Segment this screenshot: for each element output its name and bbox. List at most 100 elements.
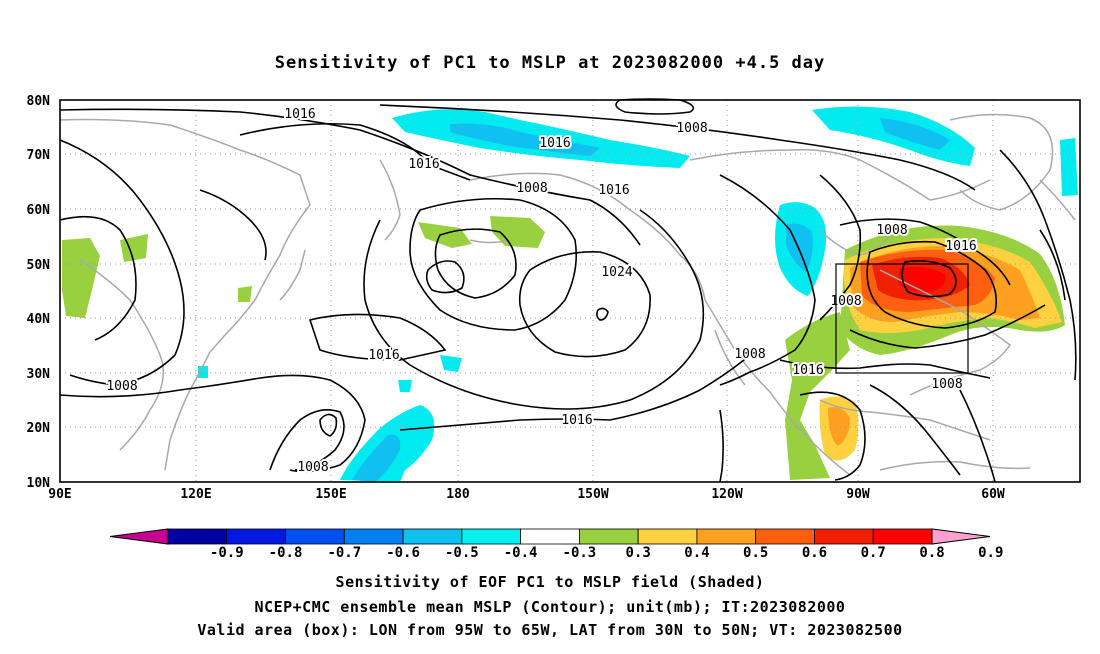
contour-label: 1008 <box>516 181 547 196</box>
shade-green-asia3 <box>238 286 252 302</box>
colorbar-label: 0.3 <box>626 545 651 561</box>
colorbar-label: 0.7 <box>861 545 886 561</box>
shade-green-asia <box>62 238 100 318</box>
contour-ac <box>1039 229 1066 301</box>
lon-tick-label: 150W <box>577 487 608 502</box>
colorbar-swatch <box>461 528 522 545</box>
shade-green-north-pacific <box>418 222 472 248</box>
coast-aleutians <box>469 239 511 244</box>
contour-label: 1008 <box>297 460 328 475</box>
contour-p <box>269 409 345 471</box>
contour-label: 1008 <box>876 223 907 238</box>
colorbar-swatch <box>226 528 286 545</box>
lat-tick-label: 30N <box>27 367 51 382</box>
lat-tick-label: 70N <box>27 148 51 163</box>
colorbar-label: -0.5 <box>445 545 479 561</box>
contour-q <box>319 413 338 437</box>
shade-cyan-small2 <box>440 355 462 372</box>
contour-c <box>379 104 976 191</box>
map-title: Sensitivity of PC1 to MSLP at 2023082000… <box>275 53 826 73</box>
lat-tick-label: 60N <box>27 203 51 218</box>
contour-a <box>59 108 641 246</box>
lat-tick-label: 40N <box>27 312 51 327</box>
contour-v <box>866 240 998 329</box>
contour-label: 1008 <box>106 379 137 394</box>
contour-label: 1016 <box>598 183 629 198</box>
contour-labels: 1016 1008 1016 1016 1008 1016 1024 1016 … <box>104 105 978 477</box>
lon-tick-label: 90E <box>48 487 71 502</box>
coastlines <box>59 113 1076 476</box>
coast-na-east <box>879 269 1012 396</box>
lon-tick-label: 150E <box>315 487 346 502</box>
colorbar-arrow-right <box>931 528 991 545</box>
shade-cyan-small1 <box>398 380 412 392</box>
coast-hudson <box>819 229 891 256</box>
caption-line-3: Valid area (box): LON from 95W to 65W, L… <box>197 621 903 639</box>
contour-n <box>199 189 267 261</box>
contour-u <box>839 218 1011 286</box>
coast-gulf <box>819 399 991 441</box>
contour-label: 1008 <box>931 377 962 392</box>
contour-label: 1016 <box>792 363 823 378</box>
coast-arctic-na <box>689 148 991 201</box>
contour-f <box>434 228 517 299</box>
contour-o <box>59 374 366 473</box>
contour-k <box>308 313 447 361</box>
contour-label: 1008 <box>734 347 765 362</box>
colorbar-label: -0.7 <box>327 545 361 561</box>
shade-blue-north-pacific <box>450 123 600 156</box>
lon-tick-label: 90W <box>846 487 870 502</box>
coast-alaska <box>469 172 706 301</box>
contour-m <box>59 215 137 341</box>
contour-label: 1008 <box>676 121 707 136</box>
colorbar-label: -0.8 <box>269 545 303 561</box>
colorbar-labels: -0.9 -0.8 -0.7 -0.6 -0.5 -0.4 -0.3 0.3 0.4 0.5 0.6… <box>210 545 1004 561</box>
lon-tick-label: 60W <box>981 487 1005 502</box>
coast-baja <box>714 329 746 386</box>
coast-greenland <box>949 113 1054 211</box>
lon-axis: 90E 120E 150E 180 150W 120W 90W 60W <box>48 487 1005 502</box>
coast-japan <box>279 249 306 301</box>
contour-label: 1016 <box>945 239 976 254</box>
contour-ab <box>999 149 1077 381</box>
contour-i <box>518 251 651 358</box>
contour-g <box>425 260 465 294</box>
colorbar-swatch <box>637 528 698 545</box>
contour-z <box>799 391 866 481</box>
shade-orange-gulf <box>828 407 850 446</box>
contour-h <box>363 209 705 410</box>
colorbar-label: 0.9 <box>978 545 1003 561</box>
coast-kamchatka <box>379 159 401 241</box>
lat-axis: 80N 70N 60N 50N 40N 30N 20N 10N <box>27 94 51 491</box>
colorbar-label: -0.9 <box>210 545 244 561</box>
contour-ae <box>719 409 724 483</box>
contour-y <box>779 359 991 379</box>
lat-tick-label: 20N <box>27 421 51 436</box>
colorbar-swatch <box>814 528 874 545</box>
contour-label: 1016 <box>408 157 439 172</box>
map-grid <box>60 100 1080 482</box>
coast-europe <box>1039 179 1076 221</box>
shade-cyan-east <box>1060 138 1078 196</box>
colorbar-swatch <box>578 528 639 545</box>
colorbar-swatch <box>402 528 463 545</box>
colorbar-label: 0.6 <box>802 545 827 561</box>
caption-line-2: NCEP+CMC ensemble mean MSLP (Contour); u… <box>254 598 846 616</box>
colorbar-label: 0.5 <box>743 545 768 561</box>
shade-blue-subtropic <box>352 434 401 482</box>
shade-green-bering <box>490 216 545 248</box>
lon-tick-label: 120E <box>180 487 211 502</box>
contour-ad <box>959 389 996 483</box>
lon-tick-label: 180 <box>446 487 470 502</box>
contour-aa <box>869 384 961 476</box>
contour-s <box>719 174 816 386</box>
lon-tick-label: 120W <box>711 487 742 502</box>
caption-line-1: Sensitivity of EOF PC1 to MSLP field (Sh… <box>335 573 765 591</box>
coast-na-west <box>704 299 851 476</box>
valid-area-box <box>835 263 969 374</box>
contour-label: 1016 <box>561 413 592 428</box>
colorbar-swatch <box>696 528 757 545</box>
contour-l <box>59 139 185 386</box>
colorbar-label: 0.8 <box>919 545 944 561</box>
